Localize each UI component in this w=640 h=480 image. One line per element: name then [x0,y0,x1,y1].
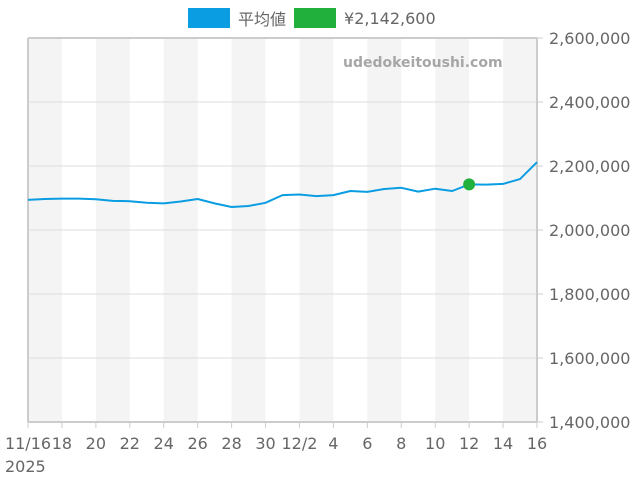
x-tick-label: 22 [120,434,140,453]
x-tick-label: 12 [459,434,479,453]
x-tick-label: 11/16 [5,434,51,453]
y-tick-label: 2,400,000 [549,93,630,112]
legend-swatch-price[interactable] [294,8,337,28]
x-axis-labels: 11/16 18 20 22 24 26 28 30 12/2 4 6 8 10 12 14 16 2025 [5,422,547,476]
x-tick-label: 30 [255,434,275,453]
y-tick-label: 1,600,000 [549,349,630,368]
y-tick-label: 2,200,000 [549,157,630,176]
x-tick-label: 28 [221,434,241,453]
x-tick-label: 26 [187,434,207,453]
x-tick-label: 10 [425,434,445,453]
x-tick-label: 6 [362,434,372,453]
x-year-label: 2025 [5,457,46,476]
x-tick-label: 14 [493,434,513,453]
watermark: udedokeitoushi.com [343,55,503,71]
legend-label-average[interactable]: 平均値 [238,10,287,29]
x-tick-label: 4 [328,434,338,453]
y-tick-label: 1,400,000 [549,413,630,432]
legend-label-price[interactable]: ¥2,142,600 [344,8,436,28]
average-price-line [27,161,538,208]
legend-swatch-average[interactable] [188,8,230,28]
current-price-marker[interactable] [463,178,476,191]
y-axis-labels: 1,400,000 1,600,000 1,800,000 2,000,000 2,20… [537,29,630,432]
chart-legend: 平均値 ¥2,142,600 [188,7,444,29]
x-tick-label: 16 [527,434,547,453]
x-tick-label: 20 [86,434,106,453]
x-tick-label: 18 [52,434,72,453]
x-tick-label: 24 [154,434,174,453]
y-tick-label: 2,000,000 [549,221,630,240]
x-tick-label: 12/2 [281,434,317,453]
y-tick-label: 1,800,000 [549,285,630,304]
y-tick-label: 2,600,000 [549,29,630,48]
x-tick-label: 8 [396,434,406,453]
